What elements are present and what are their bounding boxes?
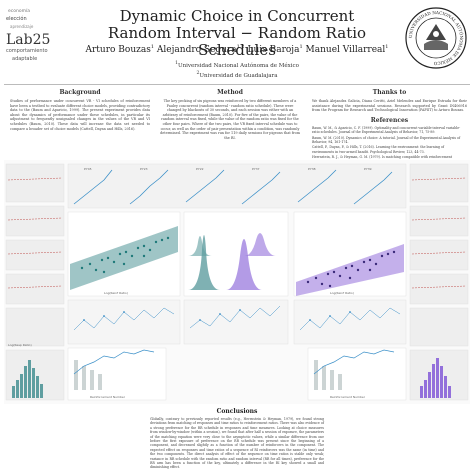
lab25-logo: economía elección aprendizaje Lab25 comp… — [4, 4, 70, 76]
top-trend-panels: P745 P723 P722 P737 P738 P739 — [67, 163, 407, 209]
author: Manuel Villarreal1 — [305, 44, 389, 55]
logo-word: comportamiento — [6, 48, 48, 54]
panel-label: P739 — [364, 167, 372, 171]
logo-main-word: Lab25 — [6, 32, 50, 48]
method-body: The key pecking of six pigeons was reinf… — [160, 99, 300, 140]
bottom-histograms: Log(Resp Ratio) — [8, 343, 451, 398]
purple-scatter-plot: Log(Reinf Ratio) — [293, 211, 407, 297]
references-heading: References — [370, 116, 409, 124]
axis-label: Log(Resp Ratio) — [8, 343, 32, 347]
lab25-word-cloud: economía elección aprendizaje Lab25 comp… — [6, 7, 50, 62]
title-line-1: Dynamic Choice in Concurrent — [119, 7, 355, 25]
header-divider — [4, 84, 470, 85]
teal-scatter-plot: Log(Reinf Ratio) — [67, 211, 181, 297]
panel-label: P738 — [308, 167, 316, 171]
author: Arturo Bouzas1 — [85, 44, 155, 55]
background-section: Background Studies of performance under … — [10, 89, 150, 131]
thanks-body: We thank Alejandra Galicia, Diana Ceritt… — [312, 99, 467, 113]
axis-label: Log(Reinf Ratio) — [104, 291, 128, 295]
seal-graphic: UNIVERSIDAD NACIONAL AUTÓNOMA DE MÉXICO — [405, 7, 467, 69]
reference-item: Baum, W. M. (2010). Dynamics of choice: … — [312, 135, 461, 144]
bottom-line-panels: Reinforcement Number Reinforcement Numbe… — [67, 347, 407, 401]
author: Alejandro Segura1,2 — [156, 44, 245, 55]
axis-label: Log(Reinf Ratio) — [330, 291, 354, 295]
posterior-density-plots — [183, 211, 289, 297]
reference-item: Baum, W. M., & Aparicio, C. F. (1999). O… — [312, 125, 461, 135]
conclusions-body: Globally, contrary to previously reporte… — [150, 417, 324, 470]
unam-seal-logo: UNIVERSIDAD NACIONAL AUTÓNOMA DE MÉXICO — [404, 6, 468, 70]
lower-sparse-panels — [67, 299, 407, 345]
axis-label: Reinforcement Number — [90, 395, 126, 399]
method-heading: Method — [217, 89, 243, 96]
logo-word: adaptable — [12, 56, 37, 62]
affiliation: 1Universidad Nacional Autónoma de México — [175, 61, 299, 69]
poster-title: Dynamic Choice in Concurrent Random Inte… — [72, 8, 402, 59]
method-section: Method The key pecking of six pigeons wa… — [160, 89, 300, 140]
reference-item: Cattell, P., Dayan, P., & Hills, T. (201… — [312, 145, 445, 154]
panel-label: P722 — [196, 167, 204, 171]
logo-word: economía — [8, 7, 30, 14]
axis-label: Reinforcement Number — [330, 395, 366, 399]
panel-label: P745 — [84, 167, 92, 171]
panel-label: P723 — [140, 167, 148, 171]
affiliations: 1Universidad Nacional Autónoma de México… — [72, 60, 402, 80]
thanks-section: Thanks to We thank Alejandra Galicia, Di… — [312, 89, 467, 169]
thanks-heading: Thanks to — [372, 89, 407, 96]
affiliation: 2Universidad de Guadalajara — [196, 70, 278, 79]
panel-label: P737 — [252, 167, 260, 171]
logo-word: aprendizaje — [10, 24, 34, 29]
results-figure: P745 P723 P722 P737 P738 P739 Log(Reinf … — [4, 160, 470, 404]
title-line-2: Random Interval − Random Ratio Schedules — [107, 24, 367, 59]
left-column-panels — [5, 163, 65, 401]
background-heading: Background — [59, 89, 101, 96]
logo-word: elección — [6, 15, 27, 22]
background-body: Studies of performance under concurrent … — [10, 99, 150, 131]
conclusions-heading: Conclusions — [216, 408, 258, 415]
author: Luis Baroja1 — [247, 44, 303, 55]
author-list: Arturo Bouzas1 Alejandro Segura1,2 Luis … — [72, 44, 402, 55]
reference-lines — [7, 177, 467, 289]
